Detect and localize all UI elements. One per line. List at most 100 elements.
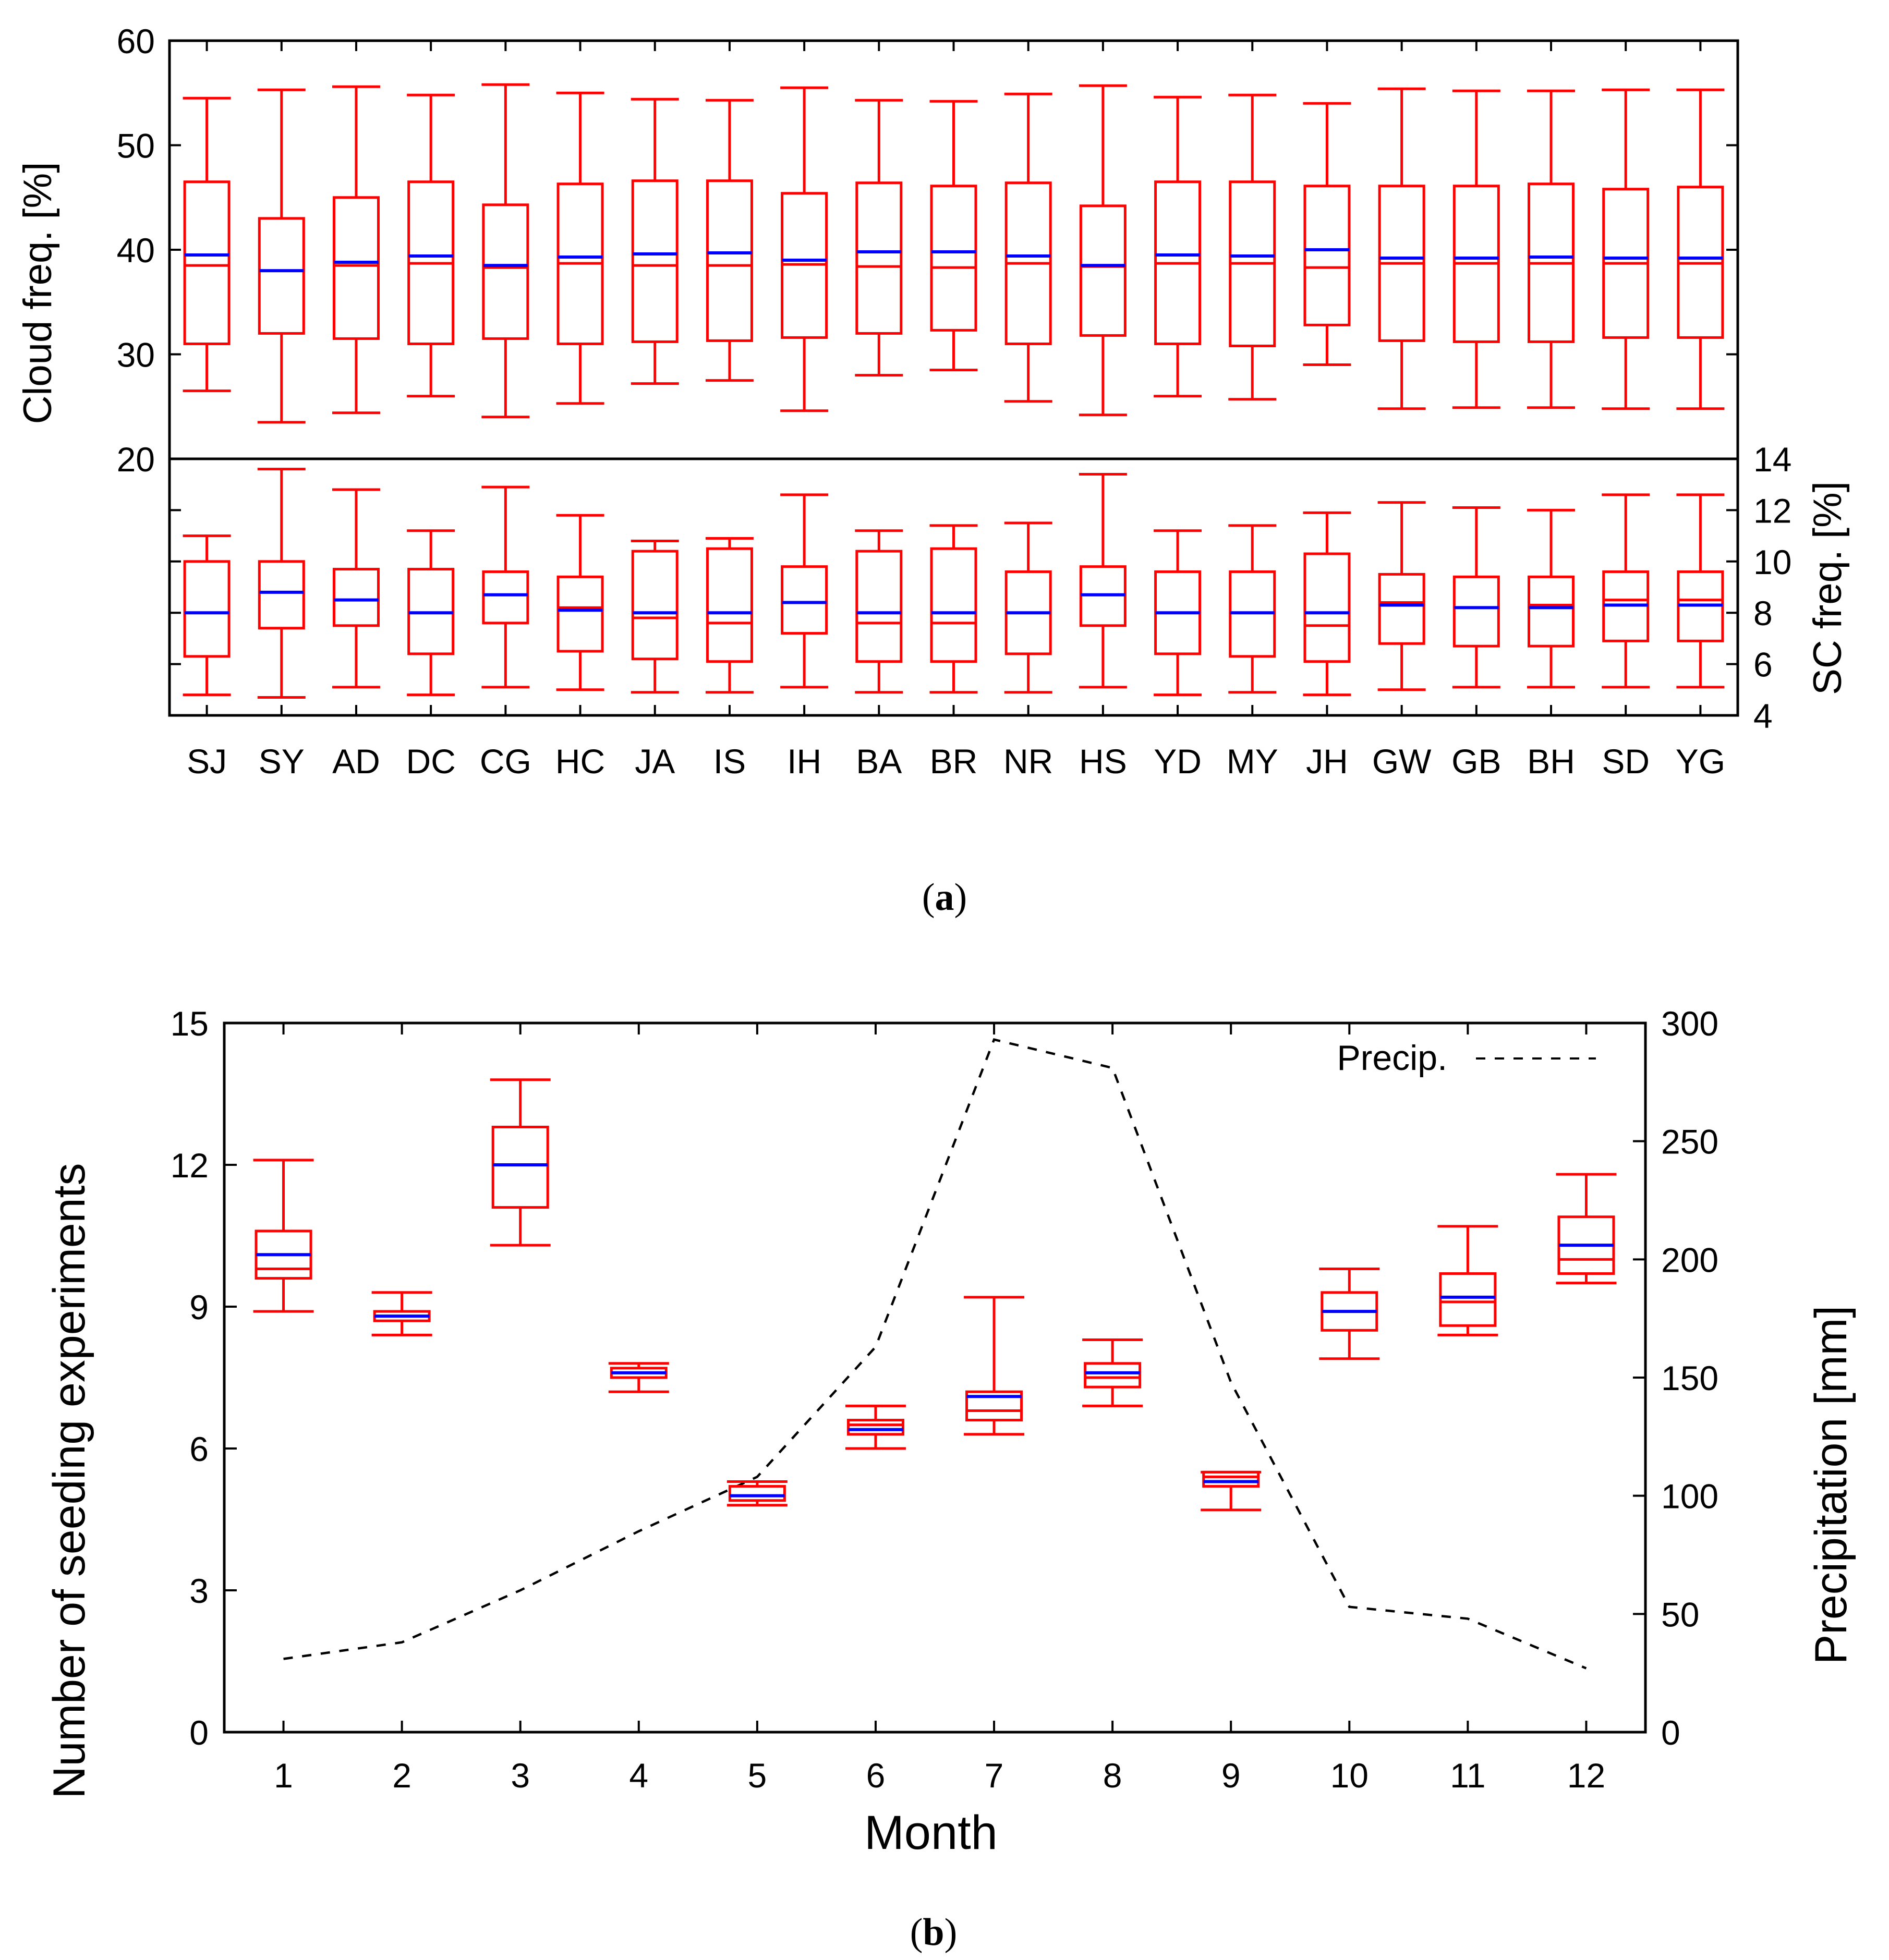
a-cloud-boxes: [183, 83, 1725, 424]
b-month-label: 7: [985, 1756, 1004, 1795]
a-station-label: YD: [1154, 742, 1202, 781]
a-sc-iqr-box: [1303, 552, 1351, 663]
a-cloud-box-GB: [1452, 89, 1500, 409]
a-sc-box-YG: [1676, 493, 1725, 689]
b-boxes: [253, 1078, 1617, 1512]
a-sc-iqr-box: [781, 565, 828, 635]
a-caption-open: (: [922, 876, 935, 919]
a-sc-iqr-box: [1378, 573, 1425, 645]
a-sc-box-GB: [1452, 506, 1500, 689]
a-cloud-box-BR: [929, 100, 978, 372]
a-cloud-iqr-box: [706, 179, 753, 342]
b-plot-frame: [223, 1021, 1647, 1734]
a-cloud-box-BA: [855, 99, 903, 377]
b-box-month-2: [371, 1291, 432, 1336]
b-month-label: 11: [1450, 1756, 1486, 1795]
b-precip-line: [283, 1038, 1587, 1670]
b-box-month-5: [726, 1480, 788, 1507]
a-cloud-iqr-box: [1079, 204, 1127, 337]
a-sc-iqr-box: [183, 560, 231, 658]
chart-a: 20 30 40 50 60 4 6 8 10 12 14 SJ SY AD DC CG HC JA IS IH BA B…: [16, 22, 1850, 919]
b-y2tick-label: 150: [1661, 1359, 1718, 1397]
a-station-label: MY: [1227, 742, 1278, 781]
b-month-label: 1: [274, 1756, 293, 1795]
a-cloud-box-NR: [1004, 92, 1052, 403]
b-iqr-box: [965, 1390, 1023, 1422]
b-y2tick-label: 100: [1661, 1477, 1718, 1516]
a-station-label: GW: [1372, 742, 1432, 781]
a-cloud-box-YD: [1154, 95, 1202, 398]
a-sc-iqr-box: [1528, 575, 1575, 648]
a-sc-box-IS: [705, 537, 754, 694]
a-station-label: BA: [856, 742, 902, 781]
a-cloud-iqr-box: [183, 180, 231, 345]
b-box-month-10: [1319, 1267, 1380, 1360]
a-cloud-box-JA: [631, 98, 679, 385]
a-sc-iqr-box: [855, 550, 903, 663]
a-station-label: IH: [787, 742, 821, 781]
b-ytick-label: 9: [189, 1288, 209, 1326]
a-station-label: YG: [1676, 742, 1725, 781]
a-sc-iqr-box: [930, 547, 977, 663]
b-month-label: 5: [748, 1756, 767, 1795]
b-iqr-box: [846, 1419, 904, 1436]
a-frame-rect: [168, 39, 1739, 717]
a-station-label: CG: [480, 742, 531, 781]
b-box-month-6: [845, 1404, 906, 1450]
a-sc-ytick-label: 12: [1753, 491, 1791, 530]
a-sc-box-IH: [780, 493, 829, 689]
a-caption-letter: a: [935, 876, 954, 919]
a-cloud-iqr-box: [930, 185, 977, 332]
b-y2label: Precipitation [mm]: [1806, 1306, 1856, 1664]
a-cloud-iqr-box: [631, 179, 679, 343]
b-month-label: 3: [511, 1756, 530, 1795]
b-box-month-9: [1201, 1470, 1262, 1512]
b-iqr-box: [491, 1125, 549, 1209]
b-month-label: 12: [1567, 1756, 1605, 1795]
a-cloud-box-SD: [1602, 88, 1650, 410]
a-sc-iqr-box: [258, 560, 305, 630]
a-cloud-box-GW: [1377, 87, 1426, 410]
b-caption-letter: b: [923, 1911, 944, 1954]
a-sc-box-CG: [481, 485, 530, 689]
a-sc-ytick-label: 8: [1753, 594, 1773, 632]
a-cloud-ytick-label: 30: [117, 336, 155, 374]
a-axis-ticks: 20 30 40 50 60 4 6 8 10 12 14 SJ SY AD DC CG HC JA IS IH BA B…: [117, 22, 1792, 781]
a-cloud-box-IS: [705, 99, 754, 382]
b-iqr-box: [1202, 1470, 1260, 1488]
a-sc-ytick-label: 10: [1753, 543, 1791, 581]
b-box-month-3: [490, 1078, 551, 1247]
a-sc-iqr-box: [332, 568, 380, 627]
a-station-label: JH: [1306, 742, 1348, 781]
b-iqr-box: [728, 1485, 786, 1502]
a-cloud-box-CG: [481, 83, 530, 419]
b-ytick-label: 12: [171, 1146, 209, 1185]
b-box-month-11: [1437, 1225, 1498, 1336]
b-legend-label: Precip.: [1337, 1038, 1447, 1078]
a-cloud-ytick-label: 20: [117, 440, 155, 479]
b-precip-line-group: [283, 1038, 1587, 1670]
b-y2tick-label: 200: [1661, 1240, 1718, 1279]
a-sc-box-HS: [1079, 473, 1127, 689]
a-sc-ylabel: SC freq. [%]: [1806, 481, 1850, 695]
a-cloud-box-HS: [1079, 84, 1127, 417]
a-station-label: GB: [1451, 742, 1501, 781]
a-station-label: HC: [555, 742, 605, 781]
b-month-label: 2: [392, 1756, 411, 1795]
a-sc-box-JA: [631, 539, 679, 694]
b-iqr-box: [1439, 1272, 1497, 1327]
a-caption: (a): [922, 876, 967, 919]
b-month-label: 10: [1330, 1756, 1369, 1795]
a-station-label: NR: [1003, 742, 1053, 781]
a-sc-box-MY: [1228, 524, 1277, 694]
a-caption-close: ): [954, 876, 967, 919]
b-ytick-label: 0: [189, 1713, 209, 1752]
a-cloud-box-JH: [1303, 102, 1351, 367]
b-caption: (b): [910, 1911, 957, 1954]
a-cloud-ytick-label: 60: [117, 22, 155, 60]
b-caption-close: ): [944, 1911, 958, 1954]
b-legend: Precip.: [1337, 1038, 1596, 1078]
